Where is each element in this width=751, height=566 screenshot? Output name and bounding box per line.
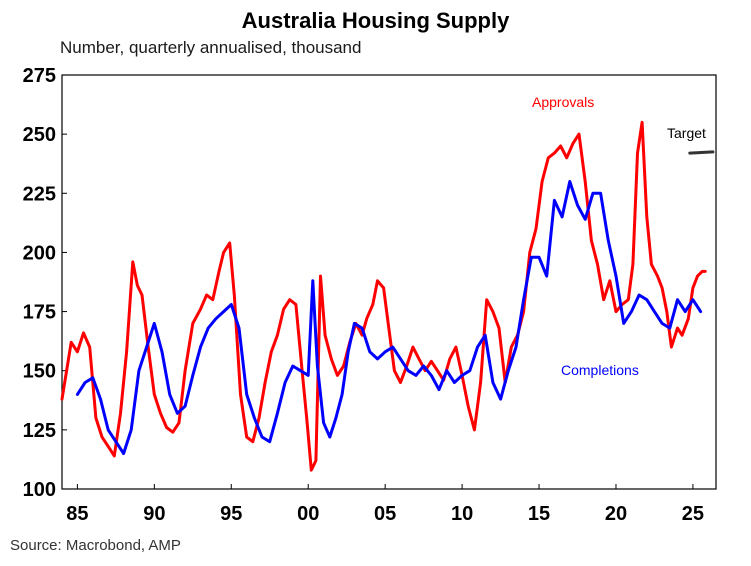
series-lines xyxy=(60,120,715,472)
y-tick-label: 200 xyxy=(23,242,56,264)
y-tick-label: 125 xyxy=(23,420,56,442)
y-tick-label: 250 xyxy=(23,124,56,146)
x-tick-label: 15 xyxy=(528,503,550,525)
target-series-line xyxy=(688,150,715,155)
x-axis-ticks: 85 90 95 00 05 10 15 20 25 xyxy=(66,484,704,525)
approvals-label: Approvals xyxy=(532,94,594,110)
source-note: Source: Macrobond, AMP xyxy=(10,537,181,554)
x-tick-label: 00 xyxy=(297,503,319,525)
target-label: Target xyxy=(667,125,706,141)
y-tick-label: 175 xyxy=(23,302,56,324)
y-axis-ticks: 100 125 150 175 200 225 250 275 xyxy=(23,65,67,501)
x-tick-label: 20 xyxy=(605,503,627,525)
x-tick-label: 05 xyxy=(374,503,396,525)
y-tick-label: 275 xyxy=(23,65,56,87)
y-tick-label: 100 xyxy=(23,479,56,501)
chart-subtitle: Number, quarterly annualised, thousand xyxy=(60,38,362,57)
completions-label: Completions xyxy=(561,362,639,378)
x-tick-label: 85 xyxy=(66,503,88,525)
x-tick-label: 90 xyxy=(143,503,165,525)
y-tick-label: 150 xyxy=(23,361,56,383)
completions-series-line xyxy=(75,180,703,455)
x-tick-label: 25 xyxy=(682,503,704,525)
approvals-series-line xyxy=(60,120,707,472)
y-tick-label: 225 xyxy=(23,183,56,205)
chart-title: Australia Housing Supply xyxy=(241,8,510,33)
plot-frame xyxy=(61,74,717,490)
x-tick-label: 10 xyxy=(451,503,473,525)
x-tick-label: 95 xyxy=(220,503,242,525)
